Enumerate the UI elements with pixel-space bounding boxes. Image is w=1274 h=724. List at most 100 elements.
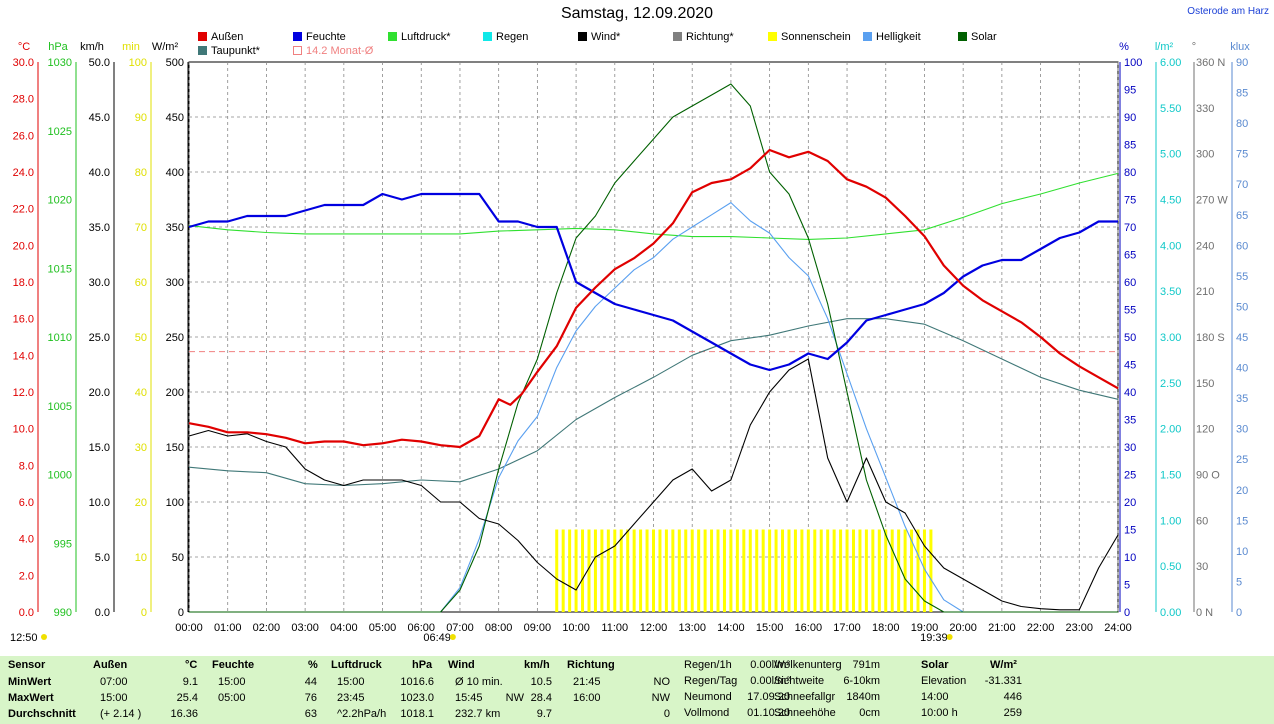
axis-tick-label: 30 [1124, 442, 1136, 454]
axis-tick-label: 30.0 [13, 57, 34, 69]
footer-druck-time: 23:45 [337, 692, 365, 704]
sunshine-bar [722, 529, 726, 612]
legend-item: Luftdruck* [388, 31, 451, 43]
axis-tick-label: 25.0 [89, 332, 110, 344]
axis-tick-label: 450 [166, 112, 184, 124]
footer-aussen-header: Außen [93, 659, 128, 671]
axis-tick-label: 14.0 [13, 350, 34, 362]
footer-richtung-value: NO [653, 676, 671, 688]
axis-tick-label: 100 [129, 57, 147, 69]
x-tick-label: 04:00 [330, 622, 358, 634]
x-tick-label: 17:00 [833, 622, 861, 634]
sunshine-bar [761, 529, 765, 612]
footer-wind-label: Ø 10 min. [455, 676, 503, 688]
sunshine-bar [826, 529, 830, 612]
axis-tick-label: 5 [1236, 576, 1242, 588]
axis-tick-label: 20 [135, 497, 147, 509]
sunshine-bar [903, 529, 907, 612]
axis-tick-label: 270 W [1196, 195, 1228, 207]
footer-druck-time: 15:00 [337, 676, 365, 688]
sunshine-bar [729, 529, 733, 612]
axis-tick-label: 6.00 [1160, 57, 1181, 69]
axis-tick-label: 25 [1124, 470, 1136, 482]
footer-extra-label: Sichtweite [774, 675, 825, 687]
footer-druck-value: 1023.0 [400, 692, 434, 704]
sunshine-bar [613, 529, 617, 612]
axis-tick-label: 2.50 [1160, 378, 1181, 390]
sunshine-bar [606, 529, 610, 612]
x-tick-label: 24:00 [1104, 622, 1132, 634]
series-line-außen [188, 148, 1119, 449]
axis-tick-label: 400 [166, 167, 184, 179]
axis-tick-label: 360 N [1196, 57, 1225, 69]
axis-tick-label: 5.0 [95, 552, 110, 564]
footer-solar-value: -31.331 [984, 675, 1022, 687]
series-line-feuchte [188, 192, 1118, 372]
footer-aussen-value: 16.36 [170, 708, 198, 720]
axis-tick-label: 0 [1236, 607, 1242, 619]
axis-tick-label: 65 [1236, 210, 1248, 222]
axis-tick-label: 24.0 [13, 167, 34, 179]
axis-tick-label: 28.0 [13, 94, 34, 106]
axis-tick-label: 1010 [48, 332, 72, 344]
axis-tick-label: 1025 [48, 126, 72, 138]
legend-item: Feuchte [293, 31, 346, 43]
sunshine-bar [806, 529, 810, 612]
sunshine-bar [864, 529, 868, 612]
footer-aussen-time: 15:00 [100, 692, 128, 704]
axis-tick-label: 80 [1124, 167, 1136, 179]
sunshine-bar [600, 529, 604, 612]
x-tick-label: 05:00 [369, 622, 397, 634]
legend-swatch [198, 46, 207, 55]
footer-richtung-value: NW [651, 692, 670, 704]
x-tick-label: 00:00 [175, 622, 203, 634]
x-tick-label: 03:00 [291, 622, 319, 634]
sunshine-bar [897, 529, 901, 612]
axis-tick-label: 120 [1196, 424, 1214, 436]
footer-wind-value: 9.7 [536, 708, 552, 720]
axis-tick-label: 60 [1236, 240, 1248, 252]
axis-unit-right: l/m² [1155, 41, 1174, 53]
footer-wind-label: 232.7 km [455, 708, 501, 720]
axis-tick-label: 150 [1196, 378, 1214, 390]
sunshine-bar [684, 529, 688, 612]
axis-tick-label: 990 [54, 607, 72, 619]
sunshine-bar [774, 529, 778, 612]
legend-label: Taupunkt* [211, 45, 260, 57]
footer-extra-label: Regen/1h [684, 659, 732, 671]
axis-tick-label: 40 [135, 387, 147, 399]
axis-tick-label: 240 [1196, 240, 1214, 252]
footer-druck-value: 1016.6 [400, 676, 434, 688]
axis-unit-right: % [1119, 41, 1129, 53]
axis-tick-label: 995 [54, 538, 72, 550]
axis-tick-label: 20.0 [13, 240, 34, 252]
axis-tick-label: 20.0 [89, 387, 110, 399]
sunshine-bar [697, 529, 701, 612]
axis-tick-label: 100 [1124, 57, 1142, 69]
axis-tick-label: 1000 [48, 470, 72, 482]
location-label: Osterode am Harz [1187, 6, 1269, 17]
footer-extra-label: Schneefallgr [774, 691, 836, 703]
axis-tick-label: 12.0 [13, 387, 34, 399]
axis-tick-label: 80 [1236, 118, 1248, 130]
footer-druck-time: ^2.2hPa/h [337, 708, 387, 720]
footer-wind-header: Wind [448, 659, 475, 671]
footer-extra-label: Neumond [684, 691, 732, 703]
sunshine-bar [884, 529, 888, 612]
axis-tick-label: 35 [1124, 415, 1136, 427]
axis-tick-label: 20 [1124, 497, 1136, 509]
sunshine-bar [593, 529, 597, 612]
axis-tick-label: 40.0 [89, 167, 110, 179]
footer-wind-value: 28.4 [530, 692, 552, 704]
footer-druck-unit: hPa [412, 659, 433, 671]
footer-row-label: MinWert [8, 676, 52, 688]
axis-tick-label: 1.00 [1160, 515, 1181, 527]
sunshine-bar [555, 529, 559, 612]
footer-solar-value: 259 [1003, 707, 1022, 719]
axis-tick-label: 15 [1124, 525, 1136, 537]
footer-feuchte-time: 15:00 [218, 676, 246, 688]
axis-tick-label: 40 [1236, 363, 1248, 375]
axis-tick-label: 45.0 [89, 112, 110, 124]
axis-tick-label: 25 [1236, 454, 1248, 466]
sunrise-label: 06:49 [423, 632, 451, 644]
